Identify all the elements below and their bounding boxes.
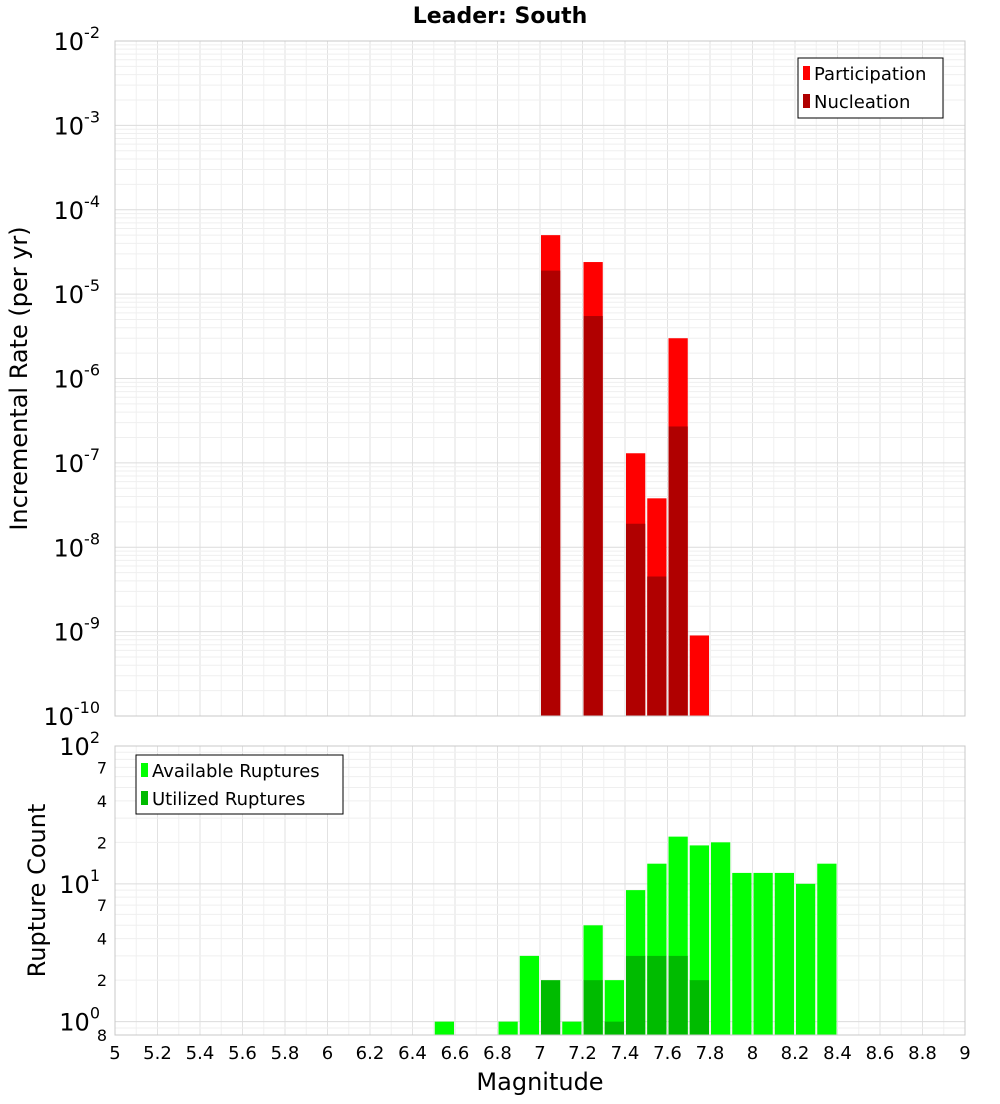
bottom-legend-label: Available Ruptures (152, 761, 320, 782)
top-y-tick-label: 10-8 (54, 529, 101, 562)
x-tick-label: 6.6 (441, 1043, 470, 1064)
bottom-y-minor-tick-label: 7 (97, 758, 107, 777)
bottom-bar-b (626, 955, 646, 1035)
bottom-y-minor-tick-label: 8 (97, 1026, 107, 1045)
x-tick-label: 6.4 (398, 1043, 427, 1064)
x-tick-label: 5.8 (271, 1043, 300, 1064)
top-y-tick-label: 10-7 (54, 445, 101, 478)
bottom-legend-swatch (141, 763, 148, 777)
x-tick-label: 8.2 (781, 1043, 810, 1064)
x-tick-label: 7.4 (611, 1043, 640, 1064)
top-bar-b (668, 426, 688, 716)
chart-title: Leader: South (413, 4, 588, 29)
bottom-y-minor-tick-label: 2 (97, 833, 107, 852)
bottom-y-minor-tick-label: 7 (97, 896, 107, 915)
bottom-bar-b (668, 955, 688, 1035)
top-y-tick-label: 10-2 (54, 23, 101, 56)
x-tick-label: 5.4 (186, 1043, 215, 1064)
x-tick-label: 6.8 (483, 1043, 512, 1064)
x-tick-label: 6 (322, 1043, 333, 1064)
bottom-grid (114, 745, 966, 1036)
top-y-tick-label: 10-4 (54, 192, 101, 225)
top-legend-label: Participation (814, 64, 926, 85)
bottom-bar-a (498, 1021, 518, 1035)
bottom-bar-a (796, 883, 816, 1035)
top-legend-box (797, 57, 944, 119)
top-bars (541, 235, 709, 716)
bottom-bar-b (604, 1021, 624, 1035)
bottom-y-minor-tick-label: 4 (97, 792, 107, 811)
bottom-legend-box (135, 754, 344, 815)
bottom-bar-a (753, 872, 773, 1035)
bottom-bar-a (562, 1021, 582, 1035)
x-tick-label: 6.2 (356, 1043, 385, 1064)
bottom-y-tick-label: 102 (59, 728, 100, 761)
x-tick-label: 5.2 (143, 1043, 172, 1064)
x-tick-label: 7.8 (696, 1043, 725, 1064)
x-tick-label: 8 (747, 1043, 758, 1064)
bottom-y-tick-label: 100 (59, 1004, 100, 1037)
top-y-tick-label: 10-6 (54, 361, 101, 394)
bottom-frame (114, 745, 966, 1036)
x-tick-label: 7 (534, 1043, 545, 1064)
top-bar-b (626, 523, 646, 716)
top-grid (114, 40, 966, 717)
bottom-bar-a (519, 955, 539, 1035)
bottom-bar-a (711, 842, 731, 1035)
top-y-tick-label: 10-10 (43, 698, 100, 731)
top-bar-b (647, 576, 667, 716)
x-tick-label: 5.6 (228, 1043, 257, 1064)
top-legend: Participation Nucleation (797, 57, 944, 119)
x-tick-label: 8.8 (908, 1043, 937, 1064)
top-y-tick-label: 10-3 (54, 107, 101, 140)
x-tick-label: 7.6 (653, 1043, 682, 1064)
top-y-tick-label: 10-5 (54, 276, 101, 309)
bottom-bar-b (647, 955, 667, 1035)
x-tick-label: 8.4 (823, 1043, 852, 1064)
bottom-bars (434, 836, 837, 1035)
bottom-bar-a (434, 1021, 454, 1035)
top-frame (114, 40, 966, 717)
bottom-y-tick-label: 101 (59, 866, 100, 899)
x-tick-label: 5 (109, 1043, 120, 1064)
bottom-bar-a (732, 872, 752, 1035)
bottom-y-minor-tick-label: 2 (97, 971, 107, 990)
bottom-legend-label: Utilized Ruptures (152, 789, 305, 810)
top-legend-swatch (803, 66, 810, 80)
top-y-axis-label: Incremental Rate (per yr) (5, 226, 33, 530)
x-axis-label: Magnitude (476, 1068, 603, 1096)
bottom-y-axis-label: Rupture Count (23, 804, 51, 978)
top-bar-b (583, 316, 603, 716)
top-y-tick-label: 10-9 (54, 614, 101, 647)
top-legend-label: Nucleation (814, 92, 910, 113)
top-legend-swatch (803, 94, 810, 108)
x-tick-label: 7.2 (568, 1043, 597, 1064)
x-tick-label: 9 (959, 1043, 970, 1064)
bottom-y-minor-tick-label: 4 (97, 930, 107, 949)
bottom-bar-b (689, 980, 709, 1035)
bottom-bar-a (817, 863, 837, 1035)
top-bar-a (689, 635, 709, 716)
bottom-bar-b (583, 980, 603, 1035)
bottom-bar-a (604, 980, 624, 1035)
bottom-legend-swatch (141, 791, 148, 805)
x-tick-label: 8.6 (866, 1043, 895, 1064)
bottom-bar-a (774, 872, 794, 1035)
bottom-bar-b (541, 980, 561, 1035)
top-bar-b (541, 270, 561, 716)
bottom-legend: Available Ruptures Utilized Ruptures (135, 754, 344, 815)
